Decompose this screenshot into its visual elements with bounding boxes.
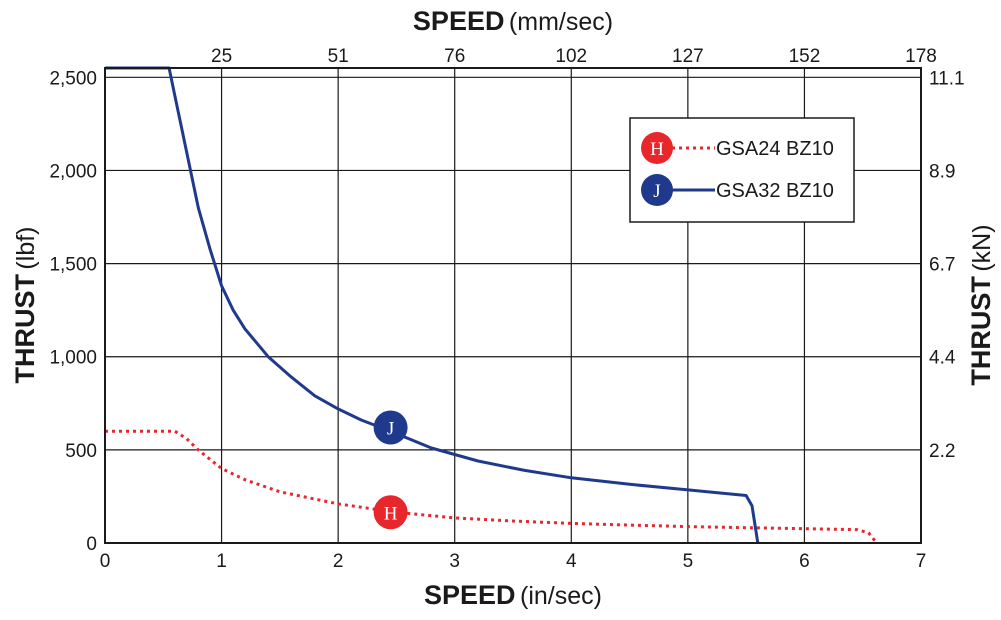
bottom-tick-label: 4 bbox=[566, 551, 577, 572]
bottom-tick-label: 0 bbox=[100, 551, 111, 572]
series-markers: HJ bbox=[373, 410, 408, 530]
left-tick-label: 500 bbox=[65, 441, 97, 462]
right-tick-label: 2.2 bbox=[929, 441, 955, 462]
legend-marker-h bbox=[641, 132, 673, 164]
top-tick-label: 152 bbox=[789, 46, 821, 67]
bottom-tick-label: 3 bbox=[449, 551, 460, 572]
right-axis-title: THRUST (kN) bbox=[966, 224, 996, 385]
bottom-tick-label: 6 bbox=[799, 551, 810, 572]
top-axis-title: SPEED (mm/sec) bbox=[413, 6, 613, 36]
top-tick-label: 178 bbox=[905, 46, 937, 67]
left-tick-label: 0 bbox=[86, 534, 97, 555]
bottom-tick-label: 5 bbox=[683, 551, 694, 572]
left-axis-title-bold: THRUST bbox=[10, 274, 40, 384]
series-lines bbox=[105, 66, 878, 544]
top-tick-label: 127 bbox=[672, 46, 704, 67]
bottom-axis-title-unit: (in/sec) bbox=[520, 582, 602, 610]
right-tick-label: 4.4 bbox=[929, 348, 956, 369]
left-tick-label: 1,000 bbox=[49, 348, 97, 369]
legend-label-gsa24: GSA24 BZ10 bbox=[716, 138, 834, 160]
left-axis-title-unit: (lbf) bbox=[12, 226, 40, 269]
bottom-axis-title: SPEED (in/sec) bbox=[424, 580, 602, 610]
bottom-tick-label: 2 bbox=[333, 551, 344, 572]
top-tick-label: 76 bbox=[444, 46, 465, 67]
left-tick-label: 2,000 bbox=[49, 161, 97, 182]
legend-marker-j-label: J bbox=[653, 181, 660, 202]
top-tick-label: 25 bbox=[211, 46, 232, 67]
series-line-j bbox=[105, 66, 760, 544]
top-axis-title-bold: SPEED bbox=[413, 6, 505, 36]
right-tick-label: 6.7 bbox=[929, 255, 955, 276]
left-tick-label: 1,500 bbox=[49, 255, 97, 276]
right-axis-title-unit: (kN) bbox=[968, 224, 996, 271]
plot-frame bbox=[104, 67, 922, 544]
right-tick-label: 11.1 bbox=[929, 68, 965, 89]
left-tick-label: 2,500 bbox=[49, 68, 97, 89]
legend-marker-j bbox=[641, 174, 673, 206]
top-tick-label: 102 bbox=[555, 46, 587, 67]
series-marker-j bbox=[373, 410, 408, 445]
legend-box bbox=[629, 117, 855, 223]
series-marker-label-j: J bbox=[387, 419, 394, 440]
series-marker-h bbox=[373, 495, 408, 530]
bottom-tick-label: 7 bbox=[916, 551, 927, 572]
legend: H GSA24 BZ10 J GSA32 BZ10 bbox=[629, 117, 855, 223]
left-axis-title: THRUST (lbf) bbox=[10, 226, 40, 383]
legend-label-gsa32: GSA32 BZ10 bbox=[716, 180, 834, 202]
tick-labels: 0 1 2 3 4 5 6 7 25 51 76 102 127 152 178 0 500 1,000 1,500… bbox=[49, 46, 964, 572]
top-axis-title-unit: (mm/sec) bbox=[509, 8, 613, 36]
top-tick-label: 51 bbox=[328, 46, 349, 67]
legend-marker-h-label: H bbox=[650, 139, 664, 160]
series-line-h bbox=[105, 429, 878, 544]
series-marker-label-h: H bbox=[384, 503, 398, 524]
right-axis-title-bold: THRUST bbox=[966, 276, 996, 386]
bottom-axis-title-bold: SPEED bbox=[424, 580, 516, 610]
right-tick-label: 8.9 bbox=[929, 161, 955, 182]
bottom-tick-label: 1 bbox=[216, 551, 227, 572]
